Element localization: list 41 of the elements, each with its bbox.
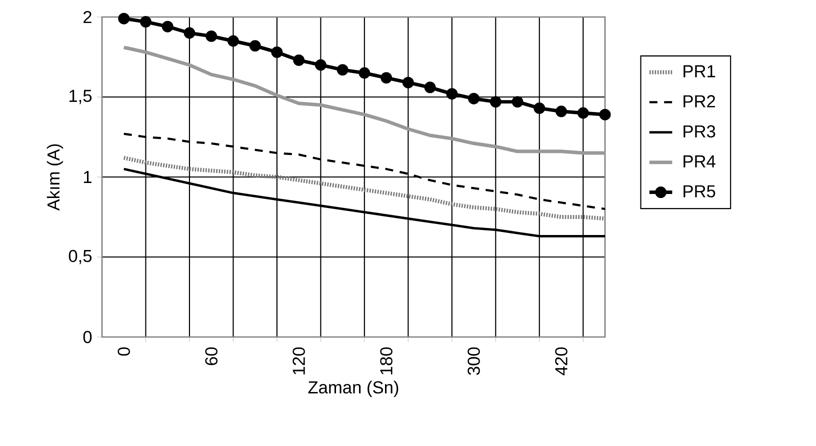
point xyxy=(227,35,239,47)
x-tick-label: 420 xyxy=(555,347,568,376)
y-tick-label: 0 xyxy=(83,330,92,344)
y-tick-label: 2 xyxy=(84,10,92,24)
point xyxy=(380,72,392,84)
point xyxy=(577,107,589,119)
x-tick-label: 0 xyxy=(118,347,130,356)
point xyxy=(140,16,152,28)
x-tick-label: 60 xyxy=(205,347,218,366)
point xyxy=(336,64,348,76)
y-tick-label: 1 xyxy=(84,171,92,183)
legend-label: PR2 xyxy=(684,95,716,108)
x-axis-title: Zaman (Sn) xyxy=(308,380,398,397)
point xyxy=(206,30,218,42)
legend-label: PR4 xyxy=(684,155,716,168)
y-axis-title: Akım (A) xyxy=(46,144,64,211)
x-tick-label: 300 xyxy=(468,347,480,375)
point xyxy=(293,54,305,66)
point xyxy=(424,82,436,94)
point xyxy=(271,46,283,58)
point xyxy=(118,12,130,24)
point xyxy=(556,106,567,118)
point xyxy=(512,96,524,108)
point xyxy=(534,102,546,114)
point xyxy=(468,92,480,104)
x-tick-label: 180 xyxy=(380,347,392,374)
y-tick-label: 0,5 xyxy=(68,250,92,264)
point xyxy=(358,67,370,79)
y-tick-label: 1,5 xyxy=(70,90,92,104)
legend-label: PR3 xyxy=(684,125,716,138)
point xyxy=(490,96,502,108)
x-tick-label: 120 xyxy=(292,347,305,374)
legend-label: PR5 xyxy=(684,185,716,198)
point xyxy=(314,59,326,71)
point xyxy=(249,40,261,52)
legend-label: PR1 xyxy=(684,65,716,78)
point xyxy=(446,88,458,100)
point xyxy=(402,76,414,88)
point xyxy=(599,108,611,120)
point xyxy=(162,20,174,32)
point xyxy=(184,27,196,39)
